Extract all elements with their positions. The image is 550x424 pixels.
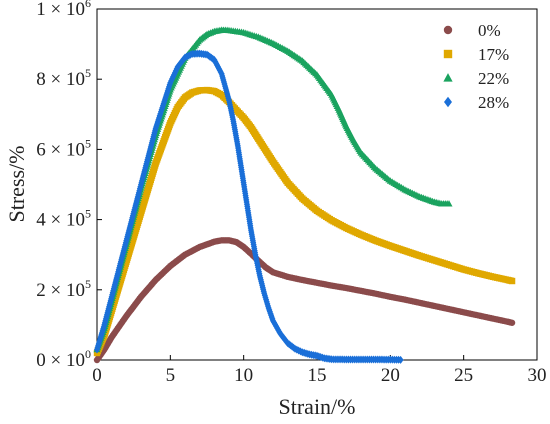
data-point xyxy=(508,319,516,326)
data-series xyxy=(93,26,516,364)
data-point xyxy=(445,200,453,207)
data-point xyxy=(508,277,516,285)
legend-label: 28% xyxy=(478,93,509,112)
y-tick-label: 2 × 105 xyxy=(36,277,91,301)
y-tick-label: 4 × 105 xyxy=(36,207,91,231)
legend-item: 28% xyxy=(444,93,509,112)
x-tick-label: 25 xyxy=(454,365,473,386)
legend-label: 17% xyxy=(478,45,509,64)
x-axis-ticks: 0 5 10 15 20 25 30 xyxy=(92,355,547,386)
data-point xyxy=(397,355,404,364)
x-axis-label: Strain/% xyxy=(279,394,356,419)
x-tick-label: 10 xyxy=(234,365,253,386)
y-axis-label: Stress/% xyxy=(4,146,29,223)
y-axis-ticks: 0 × 100 2 × 105 4 × 105 6 × 105 8 × 105 1 × 1… xyxy=(36,0,102,371)
y-tick-label: 8 × 105 xyxy=(36,66,91,90)
legend-marker xyxy=(443,73,453,82)
legend-marker xyxy=(443,25,453,35)
legend-marker xyxy=(443,49,453,59)
legend-label: 0% xyxy=(478,21,501,40)
plot-frame xyxy=(96,8,538,361)
x-tick-label: 20 xyxy=(381,365,400,386)
legend-marker xyxy=(444,96,452,108)
legend: 0% 17% 22% 28% xyxy=(443,21,509,112)
legend-label: 22% xyxy=(478,69,509,88)
legend-item: 22% xyxy=(443,69,509,88)
series-3 xyxy=(93,49,404,364)
x-tick-label: 30 xyxy=(528,365,547,386)
legend-item: 0% xyxy=(443,21,501,40)
x-tick-label: 0 xyxy=(92,365,102,386)
y-tick-label: 0 × 100 xyxy=(36,347,91,371)
y-tick-label: 1 × 106 xyxy=(36,0,91,20)
x-tick-label: 5 xyxy=(166,365,176,386)
y-tick-label: 6 × 105 xyxy=(36,136,91,160)
x-tick-label: 15 xyxy=(308,365,327,386)
legend-item: 17% xyxy=(443,45,509,64)
series-0 xyxy=(93,237,516,364)
